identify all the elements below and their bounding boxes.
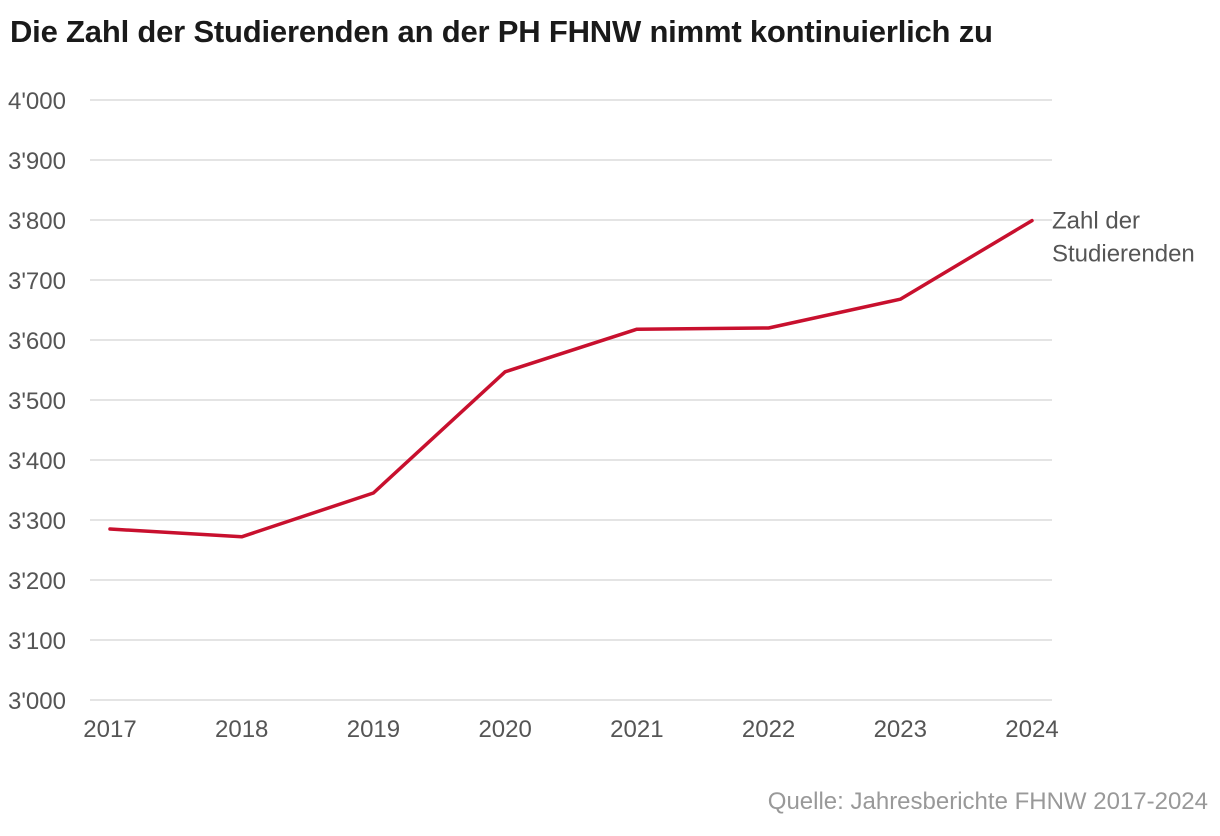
- series-label: Studierenden: [1052, 241, 1195, 268]
- y-tick-label: 3'800: [8, 208, 66, 235]
- x-tick-label: 2021: [610, 716, 663, 743]
- y-tick-label: 3'100: [8, 628, 66, 655]
- y-tick-label: 3'600: [8, 328, 66, 355]
- y-tick-label: 3'500: [8, 388, 66, 415]
- chart-title: Die Zahl der Studierenden an der PH FHNW…: [10, 14, 993, 49]
- y-tick-label: 3'700: [8, 268, 66, 295]
- y-tick-label: 3'000: [8, 688, 66, 715]
- source-note: Quelle: Jahresberichte FHNW 2017-2024: [767, 788, 1208, 815]
- x-tick-label: 2022: [742, 716, 795, 743]
- y-tick-label: 4'000: [8, 88, 66, 115]
- series-line: [108, 218, 1034, 539]
- y-tick-label: 3'900: [8, 148, 66, 175]
- x-tick-label: 2018: [215, 716, 268, 743]
- y-tick-label: 3'300: [8, 508, 66, 535]
- x-tick-label: 2024: [1005, 716, 1058, 743]
- y-tick-label: 3'200: [8, 568, 66, 595]
- x-tick-label: 2020: [478, 716, 531, 743]
- series-label: Zahl der: [1052, 208, 1140, 235]
- x-tick-label: 2019: [347, 716, 400, 743]
- y-tick-label: 3'400: [8, 448, 66, 475]
- x-tick-label: 2017: [83, 716, 136, 743]
- x-tick-label: 2023: [874, 716, 927, 743]
